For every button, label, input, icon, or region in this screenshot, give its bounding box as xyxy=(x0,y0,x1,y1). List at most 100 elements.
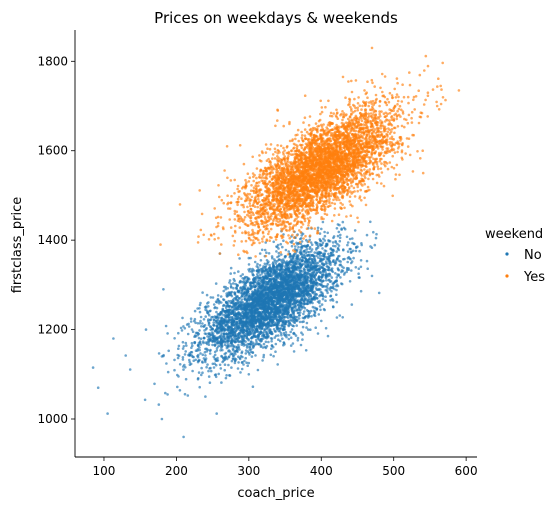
data-point xyxy=(287,321,290,324)
data-point xyxy=(292,282,296,286)
data-point xyxy=(324,249,328,253)
data-point xyxy=(254,354,257,357)
data-point xyxy=(281,298,285,302)
data-point xyxy=(250,270,253,273)
data-point xyxy=(236,290,239,294)
data-point xyxy=(230,339,234,343)
data-point xyxy=(264,265,268,268)
data-point xyxy=(326,231,330,235)
data-point xyxy=(276,284,280,288)
data-point xyxy=(237,340,241,344)
data-point xyxy=(219,295,223,298)
data-point xyxy=(380,162,383,165)
data-point xyxy=(293,252,296,256)
data-point xyxy=(252,333,256,337)
data-point xyxy=(225,374,228,377)
data-point xyxy=(349,261,353,265)
data-point xyxy=(307,314,311,318)
data-point xyxy=(310,298,314,301)
data-point xyxy=(305,326,308,329)
data-point xyxy=(262,307,265,311)
data-point xyxy=(183,353,187,356)
data-point xyxy=(229,266,233,270)
data-point xyxy=(228,279,232,282)
data-point xyxy=(247,322,250,325)
data-point xyxy=(211,362,215,366)
data-point xyxy=(294,262,298,265)
data-point xyxy=(177,331,180,335)
data-point xyxy=(197,336,201,340)
data-point xyxy=(324,299,327,303)
data-point xyxy=(334,280,337,284)
data-point xyxy=(301,338,304,341)
data-point xyxy=(245,329,249,333)
data-point xyxy=(222,359,225,363)
data-point xyxy=(316,288,320,291)
data-point xyxy=(245,292,249,295)
data-point xyxy=(296,339,300,342)
data-point xyxy=(315,271,319,275)
data-point xyxy=(352,256,355,260)
data-point xyxy=(211,332,215,335)
data-point xyxy=(260,272,264,275)
data-point xyxy=(259,276,262,280)
data-point xyxy=(303,244,307,248)
data-point xyxy=(262,333,266,337)
data-point xyxy=(294,245,297,248)
data-point xyxy=(217,372,220,376)
data-point xyxy=(316,264,319,268)
data-point xyxy=(321,247,324,250)
data-point xyxy=(296,260,300,264)
data-point xyxy=(287,287,291,291)
data-point xyxy=(306,284,310,288)
data-point xyxy=(300,331,303,335)
data-point xyxy=(181,365,185,368)
data-point xyxy=(302,299,305,303)
data-point xyxy=(286,280,289,283)
data-point xyxy=(213,373,217,377)
data-point xyxy=(238,319,242,323)
data-point xyxy=(300,305,304,308)
data-point xyxy=(212,334,215,338)
data-point xyxy=(248,327,251,331)
data-point xyxy=(340,227,343,230)
data-point xyxy=(270,339,273,343)
data-point xyxy=(232,320,235,323)
data-point xyxy=(176,385,179,389)
data-point xyxy=(334,272,337,275)
data-point xyxy=(299,280,303,284)
data-point xyxy=(229,285,233,288)
data-point xyxy=(241,285,245,289)
data-point xyxy=(219,340,222,344)
data-point xyxy=(185,344,188,347)
data-point xyxy=(277,338,280,342)
data-point xyxy=(177,347,180,351)
data-point xyxy=(281,245,284,249)
data-point xyxy=(375,232,378,236)
data-point xyxy=(277,334,280,337)
data-point xyxy=(191,369,194,373)
data-point xyxy=(369,220,372,224)
data-point xyxy=(238,326,242,330)
data-point xyxy=(268,323,271,327)
data-point xyxy=(237,355,240,359)
data-point xyxy=(262,281,266,285)
data-point xyxy=(270,269,274,272)
data-point xyxy=(338,254,341,258)
data-point xyxy=(285,304,289,308)
data-point xyxy=(282,341,286,345)
data-point xyxy=(237,343,240,347)
data-point xyxy=(220,337,223,340)
data-point xyxy=(241,355,244,359)
data-point xyxy=(268,279,271,282)
data-point xyxy=(288,293,292,297)
data-point xyxy=(304,349,308,352)
data-point xyxy=(265,317,268,321)
data-point xyxy=(313,290,317,294)
data-point xyxy=(324,279,328,282)
data-point xyxy=(305,308,309,312)
data-point xyxy=(301,320,304,324)
data-point xyxy=(296,243,299,246)
data-point xyxy=(207,375,211,378)
data-point xyxy=(372,230,375,234)
